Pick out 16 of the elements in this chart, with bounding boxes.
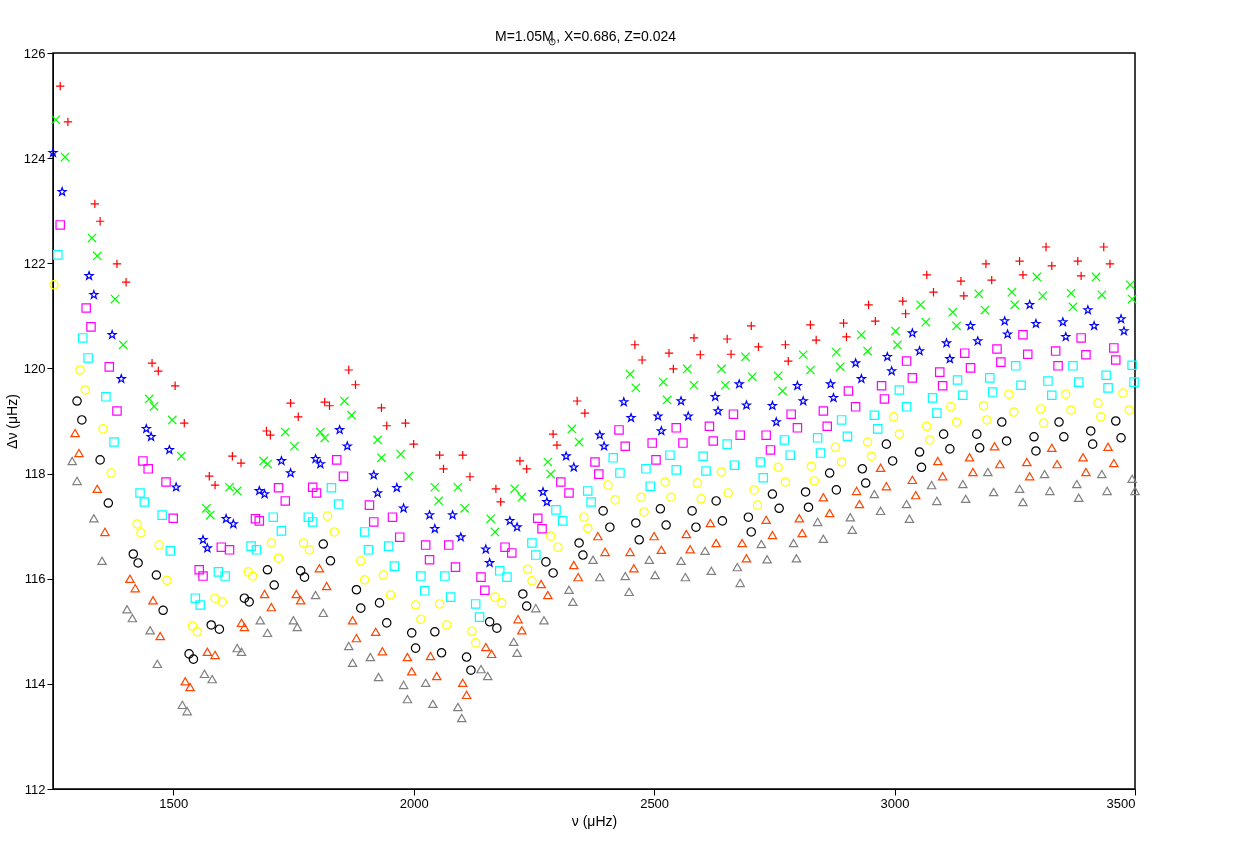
x-axis-title: ν (μHz) [571,812,618,829]
y-tick-label: 124 [23,150,46,166]
y-tick-label: 120 [23,360,46,376]
x-tick-label: 2500 [640,795,670,811]
x-tick-label: 1500 [159,795,189,811]
y-tick-label: 126 [23,45,46,61]
y-tick-label: 114 [24,676,46,692]
x-tick-label: 3000 [880,795,910,811]
x-tick-label: 2000 [399,795,429,811]
chart-title: M=1.05M⊙, X=0.686, Z=0.024 [495,28,677,47]
y-tick-label: 116 [24,571,46,587]
y-axis-title: Δν (μHz) [3,394,20,449]
y-tick-label: 112 [24,781,46,797]
y-tick-label: 122 [23,255,46,271]
y-tick-label: 118 [24,466,46,482]
x-tick-label: 3500 [1106,795,1136,811]
